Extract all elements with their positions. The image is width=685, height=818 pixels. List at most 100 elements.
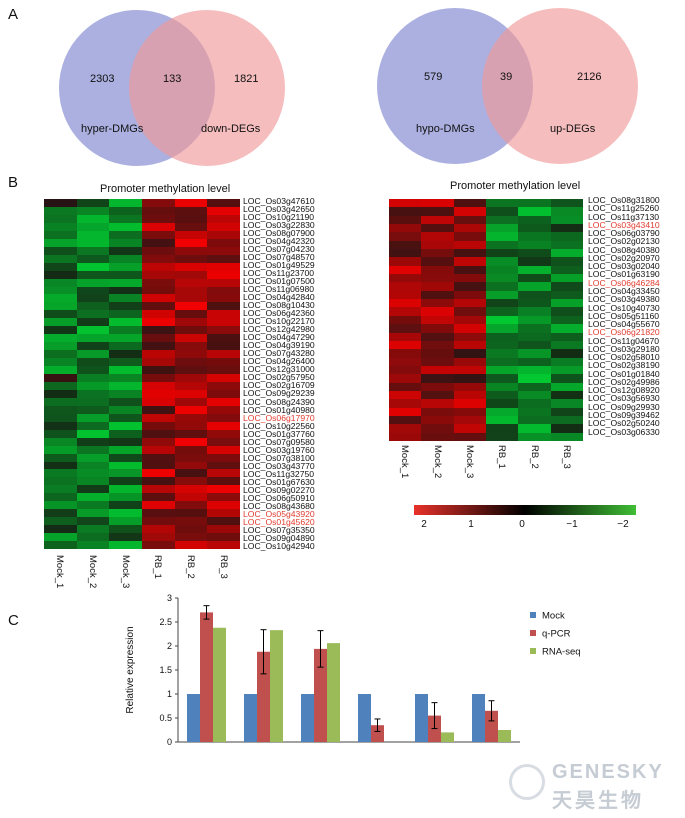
heatmap-right-grid [389,199,583,442]
heatmap-cell [486,390,519,400]
heatmap-cell [174,326,208,335]
heatmap-cell [174,318,208,327]
gene-label: LOC_Os08g10430 [243,300,315,311]
heatmap-cell [550,274,583,283]
heatmap-cell [207,429,240,439]
heatmap-cell [76,342,110,351]
heatmap-cell [421,215,454,225]
heatmap-cell [44,493,77,502]
heatmap-cell [109,334,142,343]
heatmap-cell [550,340,583,350]
heatmap-cell [421,382,454,392]
heatmap-cell [486,240,519,250]
heatmap-column-label: RB_2 [528,445,540,469]
heatmap-cell [518,199,551,208]
heatmap-cell [453,349,486,359]
heatmap-cell [174,350,208,359]
heatmap-cell [550,265,583,275]
gene-label: LOC_Os12g42980 [243,324,315,335]
colorbar-tick-label: 2 [421,519,427,530]
heatmap-cell [76,509,110,518]
heatmap-cell [486,207,519,217]
heatmap-cell [44,445,77,455]
bar-mock [472,694,485,742]
gene-label: LOC_Os01g40980 [243,404,315,415]
heatmap-cell [453,215,486,225]
heatmap-cell [550,424,583,434]
gene-label: LOC_Os06g03790 [588,228,660,239]
gene-label: LOC_Os03g43770 [243,460,315,471]
heatmap-cell [453,415,486,425]
gene-label: LOC_Os04g42320 [243,236,315,247]
gene-label: LOC_Os10g42940 [243,540,315,551]
heatmap-cell [453,374,486,384]
heatmap-cell [109,350,142,359]
heatmap-cell [142,525,175,534]
heatmap-cell [76,405,110,415]
heatmap-cell [44,350,77,359]
heatmap-cell [207,509,240,518]
heatmap-cell [550,199,583,208]
heatmap-cell [550,257,583,267]
venn1-right-label: down-DEGs [201,123,261,135]
heatmap-cell [109,429,142,439]
gene-label: LOC_Os11g37130 [588,211,660,222]
heatmap-cell [76,326,110,335]
y-tick-label: 1 [167,689,172,699]
heatmap-cell [389,415,422,425]
venn2-left-count: 579 [424,71,443,83]
heatmap-cell [174,254,208,264]
gene-label: LOC_Os03g43410 [588,219,660,230]
heatmap-cell [453,232,486,242]
heatmap-cell [518,282,551,292]
venn1-left-count: 2303 [90,73,115,85]
heatmap-cell [109,389,142,399]
colorbar-tick-label: −2 [617,519,629,530]
heatmap-cell [550,207,583,217]
heatmap-cell [421,432,454,442]
gene-label: LOC_Os01g63190 [588,269,660,280]
heatmap-cell [518,232,551,242]
heatmap-cell [44,429,77,439]
heatmap-cell [486,199,519,208]
heatmap-cell [109,413,142,423]
heatmap-column-label: RB_3 [560,445,572,469]
gene-label: LOC_Os07g09580 [243,436,315,447]
heatmap-cell [44,238,77,248]
gene-label: LOC_Os10g22170 [243,316,315,327]
heatmap-cell [453,307,486,317]
heatmap-cell [486,299,519,308]
heatmap-cell [174,501,208,510]
heatmap-cell [518,432,551,442]
heatmap-cell [207,326,240,335]
heatmap-cell [109,405,142,415]
heatmap-cell [76,421,110,431]
heatmap-cell [76,429,110,439]
heatmap-cell [421,274,454,283]
gene-label: LOC_Os01g67630 [243,476,315,487]
gene-label: LOC_Os08g24390 [243,396,315,407]
heatmap-cell [486,324,519,334]
heatmap-cell [453,432,486,442]
heatmap-cell [142,517,175,526]
heatmap-cell [174,230,208,240]
heatmap-cell [109,493,142,502]
colorbar-tick-label: 1 [468,519,474,530]
heatmap-cell [518,365,551,375]
gene-label: LOC_Os01g37760 [243,428,315,439]
gene-label: LOC_Os09g02270 [243,484,315,495]
gene-label: LOC_Os07g48570 [243,252,315,263]
heatmap-cell [207,421,240,431]
heatmap-cell [142,238,175,248]
gene-label: LOC_Os05g51160 [588,310,660,321]
heatmap-cell [174,246,208,256]
heatmap-cell [421,357,454,367]
bar-rnaseq [270,630,283,742]
heatmap-cell [207,270,240,280]
heatmap-cell [44,222,77,232]
heatmap-cell [142,294,175,303]
heatmap-cell [109,230,142,240]
heatmap-cell [518,390,551,400]
heatmap-cell [76,199,110,208]
heatmap-cell [453,265,486,275]
